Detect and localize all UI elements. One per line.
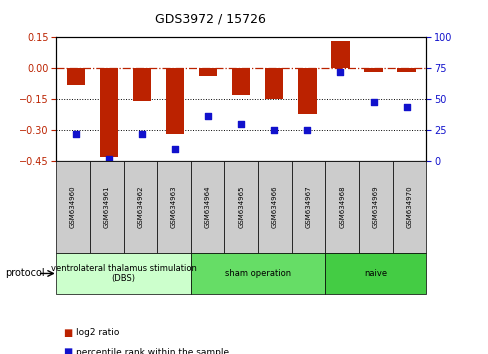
Text: GSM634965: GSM634965 (238, 186, 244, 228)
Text: GSM634960: GSM634960 (70, 186, 76, 228)
Text: GSM634964: GSM634964 (204, 186, 210, 228)
Bar (331, 41, 349, 68)
Point (369, 99, 377, 104)
Text: GSM634966: GSM634966 (271, 186, 277, 228)
Point (336, 69, 344, 75)
Text: ventrolateral thalamus stimulation
(DBS): ventrolateral thalamus stimulation (DBS) (50, 264, 196, 283)
Point (105, 156, 113, 161)
Text: naive: naive (364, 269, 386, 278)
Bar (397, 68, 415, 72)
Point (303, 127, 311, 133)
Bar (133, 68, 151, 101)
Text: protocol: protocol (5, 268, 44, 279)
Text: GSM634961: GSM634961 (103, 186, 109, 228)
Text: GDS3972 / 15726: GDS3972 / 15726 (155, 12, 265, 25)
Text: GSM634970: GSM634970 (406, 186, 412, 228)
Bar (199, 68, 217, 76)
Point (402, 104, 409, 109)
Bar (232, 68, 250, 95)
Bar (67, 68, 85, 85)
Point (138, 131, 146, 137)
Text: GSM634967: GSM634967 (305, 186, 311, 228)
Text: GSM634968: GSM634968 (339, 186, 345, 228)
Bar (166, 68, 184, 134)
Text: GSM634962: GSM634962 (137, 186, 143, 228)
Text: ■: ■ (63, 328, 73, 338)
Text: log2 ratio: log2 ratio (76, 328, 119, 337)
Point (72, 131, 80, 137)
Text: sham operation: sham operation (224, 269, 291, 278)
Point (204, 114, 212, 119)
Point (171, 146, 179, 152)
Text: GSM634969: GSM634969 (372, 186, 378, 228)
Point (237, 121, 244, 127)
Bar (100, 68, 118, 157)
Text: percentile rank within the sample: percentile rank within the sample (76, 348, 228, 354)
Bar (364, 68, 382, 72)
Bar (265, 68, 283, 99)
Text: ■: ■ (63, 347, 73, 354)
Point (270, 127, 278, 133)
Text: GSM634963: GSM634963 (171, 186, 177, 228)
Bar (298, 68, 316, 114)
